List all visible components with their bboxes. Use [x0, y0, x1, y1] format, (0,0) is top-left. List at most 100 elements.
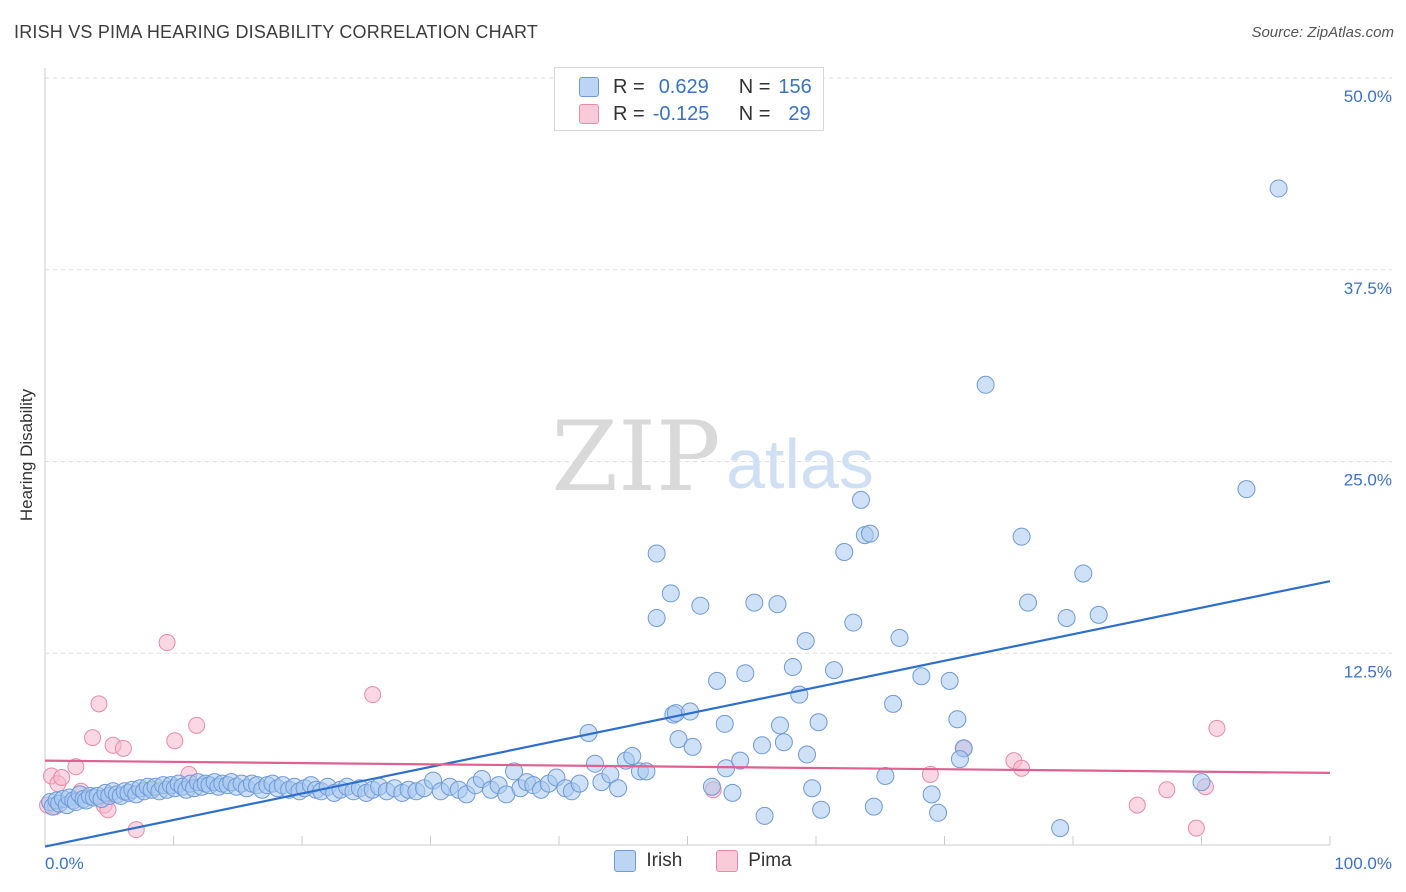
- legend-label-pima: Pima: [748, 850, 792, 871]
- x-tick-label-max: 100.0%: [1334, 854, 1392, 873]
- grid-lines: [45, 77, 1392, 654]
- irish-point: [912, 667, 931, 686]
- irish-point: [609, 779, 628, 798]
- irish-point: [798, 745, 817, 764]
- y-tick-label: 37.5%: [1344, 279, 1392, 298]
- y-tick-label: 12.5%: [1344, 662, 1392, 681]
- axes: [44, 68, 1331, 846]
- irish-point: [774, 733, 793, 752]
- irish-point: [835, 543, 854, 562]
- irish-point: [661, 584, 680, 603]
- irish-point: [570, 774, 589, 793]
- irish-point: [948, 710, 967, 729]
- irish-point: [890, 628, 909, 647]
- irish-point: [1089, 605, 1108, 624]
- irish-point: [768, 595, 787, 614]
- irish-point: [950, 750, 969, 769]
- pima-n-value: 29: [788, 102, 811, 125]
- irish-point: [1237, 480, 1256, 499]
- tick-labels: 12.5% 25.0% 37.5% 50.0% 0.0% 100.0%: [45, 87, 1392, 873]
- irish-point: [940, 671, 959, 690]
- irish-point: [1192, 773, 1211, 792]
- irish-point: [505, 762, 524, 781]
- stats-legend: R = 0.629 N = 156 R = -0.125 N = 29: [554, 67, 824, 131]
- irish-point: [876, 766, 895, 785]
- pima-point: [1013, 759, 1031, 777]
- series-legend: Irish Pima: [0, 850, 1406, 872]
- irish-n-value: 156: [778, 75, 812, 98]
- irish-point: [708, 671, 727, 690]
- watermark-atlas: atlas: [726, 425, 874, 503]
- irish-point: [723, 783, 742, 802]
- irish-point: [623, 747, 642, 766]
- irish-point: [731, 751, 750, 770]
- legend-swatch-pima: [716, 850, 739, 872]
- irish-point: [755, 806, 774, 825]
- irish-trend-line: [44, 580, 1331, 848]
- legend-swatch-irish: [614, 850, 637, 872]
- irish-r-label: R =: [613, 75, 645, 98]
- x-tick-label-min: 0.0%: [45, 854, 84, 873]
- irish-point: [1057, 608, 1076, 627]
- irish-point: [1269, 179, 1288, 198]
- irish-point: [803, 779, 822, 798]
- irish-point: [1019, 593, 1038, 612]
- legend-label-irish: Irish: [646, 850, 683, 871]
- pima-point: [67, 758, 85, 776]
- pima-point: [188, 716, 206, 734]
- pima-n-label: N =: [738, 102, 771, 125]
- irish-point: [1051, 819, 1070, 838]
- irish-point: [809, 713, 828, 732]
- irish-point: [864, 797, 883, 816]
- irish-point: [783, 658, 802, 677]
- pima-point: [1208, 719, 1226, 737]
- source-label: Source: ZipAtlas.com: [1251, 24, 1394, 41]
- legend-item-pima: Pima: [716, 850, 792, 872]
- irish-points: [41, 179, 1288, 838]
- irish-point: [922, 785, 941, 804]
- irish-point: [647, 608, 666, 627]
- y-tick-label: 50.0%: [1344, 87, 1392, 106]
- pima-point: [1158, 781, 1176, 799]
- irish-point: [585, 754, 604, 773]
- irish-point: [824, 661, 843, 680]
- watermark-zip: ZIP: [551, 401, 720, 513]
- pima-point: [158, 634, 176, 652]
- pima-swatch: [579, 104, 599, 124]
- irish-point: [812, 800, 831, 819]
- stats-row-irish: R = 0.629 N = 156: [579, 73, 812, 101]
- trend-lines: [44, 580, 1331, 848]
- irish-point: [851, 490, 870, 509]
- pima-r-value: -0.125: [652, 102, 710, 125]
- pima-r-label: R =: [613, 102, 645, 125]
- pima-point: [921, 765, 939, 783]
- pima-points: [39, 634, 1226, 839]
- irish-point: [669, 730, 688, 749]
- pima-point: [166, 732, 184, 750]
- y-axis-label: Hearing Disability: [17, 388, 36, 521]
- pima-point: [1187, 819, 1205, 837]
- pima-point: [114, 739, 132, 757]
- irish-point: [683, 737, 702, 756]
- irish-point: [715, 714, 734, 733]
- pima-point: [53, 769, 71, 787]
- irish-swatch: [579, 77, 599, 97]
- chart-title: IRISH VS PIMA HEARING DISABILITY CORRELA…: [14, 22, 539, 42]
- pima-point: [364, 686, 382, 704]
- pima-point: [1128, 796, 1146, 814]
- irish-point: [736, 664, 755, 683]
- irish-point: [1074, 564, 1093, 583]
- irish-point: [702, 777, 721, 796]
- irish-point: [860, 524, 879, 543]
- irish-point: [691, 596, 710, 615]
- pima-point: [90, 695, 108, 713]
- legend-item-irish: Irish: [614, 850, 682, 872]
- irish-point: [884, 694, 903, 713]
- pima-trend-line: [44, 759, 1331, 775]
- watermark: ZIP atlas: [551, 401, 874, 513]
- irish-point: [745, 593, 764, 612]
- irish-r-value: 0.629: [658, 75, 709, 98]
- irish-n-label: N =: [738, 75, 771, 98]
- irish-point: [976, 375, 995, 394]
